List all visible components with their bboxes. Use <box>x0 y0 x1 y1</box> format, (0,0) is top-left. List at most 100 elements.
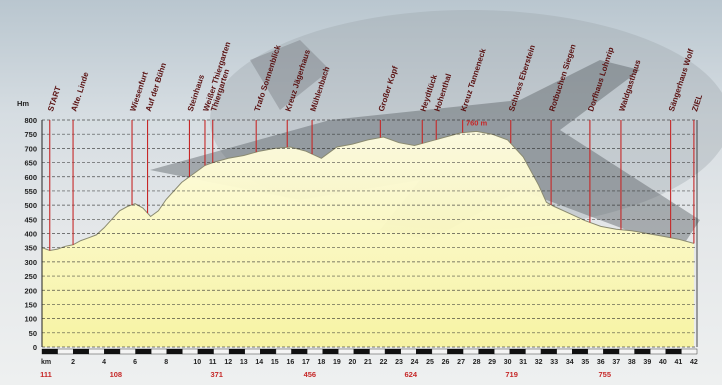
x-tick-label: 14 <box>255 359 263 366</box>
elevation-area <box>42 131 694 347</box>
x-axis-band-segment <box>353 348 370 355</box>
marker-label: Schloss Eberstein <box>507 44 537 113</box>
y-tick-label: 200 <box>24 286 37 295</box>
x-axis-band-segment <box>416 348 433 355</box>
x-tick-label: 38 <box>628 359 636 366</box>
x-tick-label: 33 <box>550 359 558 366</box>
x-axis-band-segment <box>525 348 542 355</box>
x-axis-band-segment <box>478 348 495 355</box>
x-axis-band-segment <box>369 348 386 355</box>
marker-label: Waldgasthaus <box>617 58 642 113</box>
y-tick-label: 250 <box>24 272 37 281</box>
x-axis-band-segment <box>447 348 464 355</box>
y-tick-label: 600 <box>24 173 37 182</box>
x-axis-band-segment <box>197 348 214 355</box>
y-tick-label: 150 <box>24 300 37 309</box>
y-tick-label: 400 <box>24 230 37 239</box>
bottom-elevation-value: 624 <box>404 370 417 379</box>
x-tick-label: 31 <box>519 359 527 366</box>
x-tick-label: 21 <box>364 359 372 366</box>
y-tick-label: 50 <box>29 329 37 338</box>
marker-label: Auf der Bühn <box>144 62 168 113</box>
marker-label: Alte. Linde <box>69 70 90 112</box>
x-tick-label: 34 <box>566 359 574 366</box>
x-tick-label: 24 <box>411 359 419 366</box>
y-tick-label: 650 <box>24 159 37 168</box>
y-tick-label: 300 <box>24 258 37 267</box>
x-tick-label: 42 <box>690 359 698 366</box>
bottom-elevation-value: 111 <box>40 370 52 379</box>
x-axis-band-segment <box>338 348 355 355</box>
x-tick-label: 22 <box>380 359 388 366</box>
x-axis-band-segment <box>618 348 635 355</box>
x-axis-band-segment <box>462 348 479 355</box>
x-axis-band-segment <box>260 348 277 355</box>
x-axis-band-segment <box>634 348 651 355</box>
marker-label: Kreuz Jägerhaus <box>284 48 313 113</box>
x-tick-label: 10 <box>193 359 201 366</box>
x-tick-label: 36 <box>597 359 605 366</box>
x-tick-label: 41 <box>674 359 682 366</box>
y-tick-label: 0 <box>33 343 37 352</box>
marker-label: ZIEL <box>690 93 704 112</box>
x-axis-band-segment <box>228 348 245 355</box>
x-axis-band-segment <box>322 348 339 355</box>
bottom-elevation-value: 456 <box>304 370 317 379</box>
x-axis-band-segment <box>400 348 417 355</box>
x-tick-label: 25 <box>426 359 434 366</box>
x-tick-label: 23 <box>395 359 403 366</box>
x-axis-band-segment <box>166 348 183 355</box>
bottom-elevation-value: 371 <box>210 370 223 379</box>
x-axis-band-segment <box>384 348 401 355</box>
marker-label: Trafo Sonnenblick <box>253 43 283 112</box>
marker-label: Großer Kopf <box>377 65 400 113</box>
x-axis-band-segment <box>182 348 199 355</box>
marker-label: Sängerhaus Wolf <box>667 48 696 113</box>
x-axis-band-segment <box>150 348 167 355</box>
elevation-line <box>41 130 695 252</box>
x-axis-band-segment <box>650 348 667 355</box>
x-axis-band-segment <box>603 348 620 355</box>
x-tick-label: 12 <box>224 359 232 366</box>
x-axis-band-segment <box>104 348 121 355</box>
x-axis-band-segment <box>587 348 604 355</box>
x-tick-label: 20 <box>349 359 357 366</box>
x-tick-label: 19 <box>333 359 341 366</box>
y-tick-label: 550 <box>24 187 37 196</box>
x-tick-label: km <box>41 359 51 366</box>
marker-label: Mühlenbach <box>308 65 331 112</box>
x-axis-band-segment <box>306 348 323 355</box>
y-tick-label: 500 <box>24 201 37 210</box>
x-axis-band-segment <box>244 348 261 355</box>
x-axis-band-segment <box>135 348 152 355</box>
x-axis-band-segment <box>665 348 682 355</box>
x-axis-band-segment <box>681 348 698 355</box>
x-axis-band-segment <box>57 348 74 355</box>
marker-label: Rotbuchen Siegen <box>547 43 577 113</box>
peak-elevation-label: 760 m <box>466 119 488 128</box>
x-axis-band-segment <box>291 348 308 355</box>
x-tick-label: 15 <box>271 359 279 366</box>
bottom-elevation-value: 719 <box>505 370 518 379</box>
x-axis-band-segment <box>540 348 557 355</box>
x-axis-band-segment <box>494 348 511 355</box>
x-tick-label: 30 <box>504 359 512 366</box>
x-tick-label: 8 <box>164 359 168 366</box>
marker-label: START <box>46 85 63 113</box>
x-axis-band-segment <box>88 348 105 355</box>
x-axis-band-segment <box>509 348 526 355</box>
x-tick-label: 28 <box>473 359 481 366</box>
x-axis-band-segment <box>119 348 136 355</box>
x-tick-label: 4 <box>102 359 106 366</box>
x-tick-label: 2 <box>71 359 75 366</box>
x-tick-label: 37 <box>612 359 620 366</box>
x-tick-label: 27 <box>457 359 465 366</box>
x-axis-band-segment <box>72 348 89 355</box>
x-tick-label: 40 <box>659 359 667 366</box>
x-axis-band-segment <box>431 348 448 355</box>
bottom-elevation-value: 108 <box>110 370 123 379</box>
bottom-elevation-value: 755 <box>599 370 612 379</box>
y-tick-label: 100 <box>24 315 37 324</box>
x-axis-band-segment <box>572 348 589 355</box>
